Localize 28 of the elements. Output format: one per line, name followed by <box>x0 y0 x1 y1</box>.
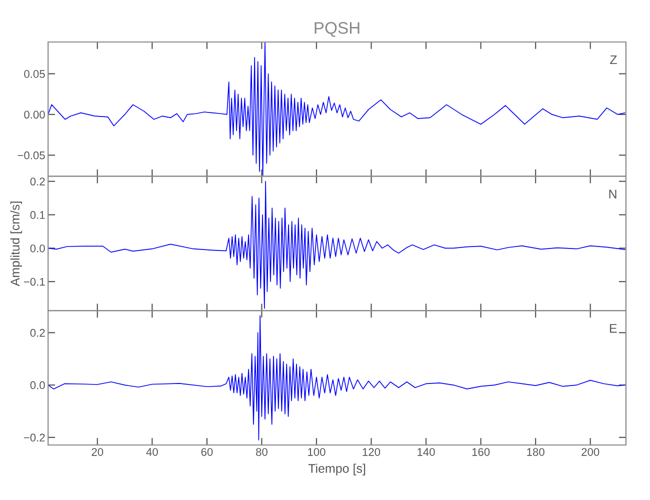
y-tick-label: 0.2 <box>30 178 45 186</box>
x-tick-label: 180 <box>527 448 544 456</box>
x-tick-label: 80 <box>256 448 268 456</box>
y-tick-label: −0.1 <box>24 278 45 286</box>
y-tick-label: 0.1 <box>30 211 45 219</box>
y-tick-label: 0.00 <box>24 110 45 119</box>
x-axis-title: Tiempo [s] <box>308 464 366 476</box>
x-tick-label: 140 <box>418 448 435 456</box>
x-tick-label: 40 <box>146 448 158 456</box>
line-series <box>48 180 626 309</box>
y-tick-label: 0.0 <box>30 381 45 390</box>
x-tick-label: 120 <box>362 448 380 456</box>
line-series <box>48 315 626 440</box>
y-tick-label: 0.0 <box>30 244 45 252</box>
x-tick-label: 200 <box>582 448 600 456</box>
x-tick-label: 100 <box>308 448 326 456</box>
chart-title: PQSH <box>314 22 360 37</box>
x-tick-label: 20 <box>92 448 104 456</box>
y-tick-label: −0.05 <box>18 151 45 160</box>
y-tick-label: 0.2 <box>30 328 45 337</box>
y-axis-title: Amplitud [cm/s] <box>10 202 22 286</box>
annotation: E <box>610 324 617 333</box>
annotation: Z <box>610 55 617 64</box>
annotation: N <box>609 190 616 198</box>
x-tick-label: 60 <box>201 448 213 456</box>
y-tick-label: −0.2 <box>24 434 45 442</box>
y-tick-label: 0.05 <box>24 70 45 78</box>
x-tick-label: 160 <box>472 448 490 456</box>
